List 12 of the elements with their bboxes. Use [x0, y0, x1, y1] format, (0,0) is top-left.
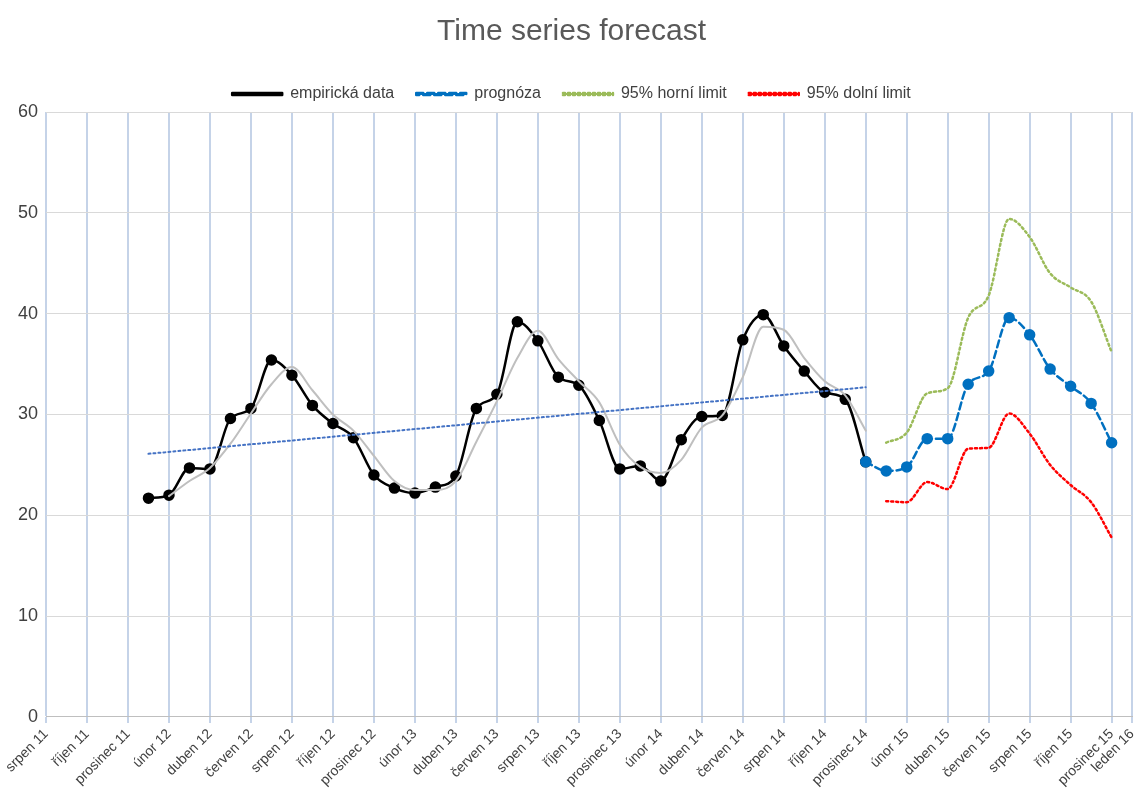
legend-label: empirická data [290, 84, 395, 102]
legend-label: 95% dolní limit [806, 84, 912, 102]
chart-title: Time series forecast [437, 13, 707, 47]
y-tick-label: 0 [28, 705, 39, 726]
y-tick-label: 10 [17, 605, 39, 626]
y-tick-label: 60 [17, 100, 39, 121]
legend-label: 95% horní limit [620, 84, 728, 102]
y-tick-label: 50 [17, 201, 39, 222]
y-tick-label: 40 [17, 302, 39, 323]
y-tick-label: 30 [17, 403, 39, 424]
legend-label: prognóza [474, 84, 542, 102]
y-tick-label: 20 [17, 504, 39, 525]
